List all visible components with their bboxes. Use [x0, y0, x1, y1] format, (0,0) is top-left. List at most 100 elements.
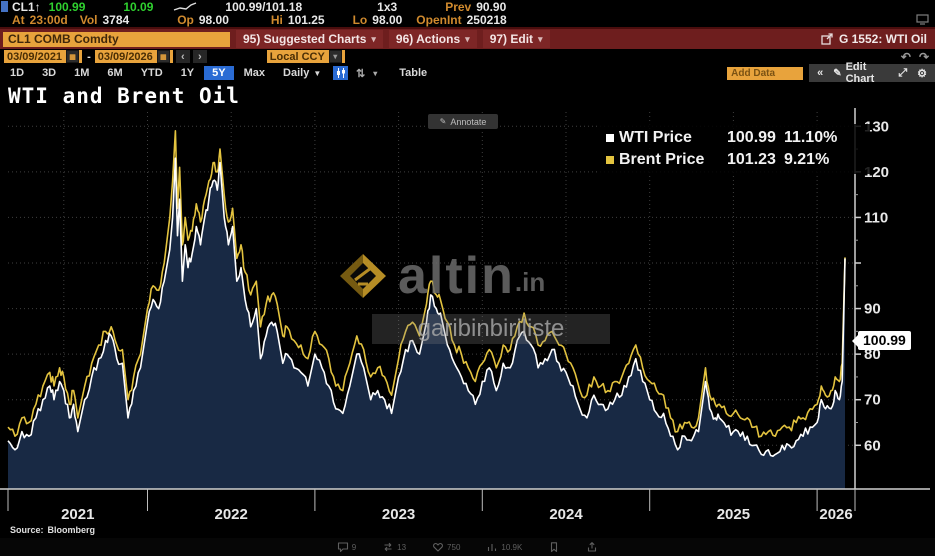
range-6m[interactable]: 6M — [107, 67, 123, 79]
range-1m[interactable]: 1M — [74, 67, 90, 79]
range-5y-active[interactable]: 5Y — [204, 66, 234, 80]
views-button[interactable]: 10.9K — [486, 541, 522, 553]
security-marker — [1, 1, 8, 12]
chevron-down-icon: ▾ — [328, 50, 342, 63]
currency-value: Local CCY — [269, 50, 325, 63]
chart-reference[interactable]: G 1552: WTI Oil — [821, 32, 927, 46]
actions-button[interactable]: 96) Actions ▾ — [388, 30, 477, 48]
share-button[interactable] — [586, 541, 598, 553]
prev-label: Prev — [445, 0, 472, 14]
reply-icon — [337, 542, 348, 553]
range-1d[interactable]: 1D — [10, 67, 25, 79]
pencil-icon: ✎ — [833, 67, 842, 79]
high-value: 101.25 — [287, 12, 325, 27]
frequency-select[interactable]: Daily ▼ — [283, 67, 321, 79]
up-arrow-icon: ↑ — [34, 0, 41, 14]
command-bar: CL1 COMB Comdty 95) Suggested Charts ▾ 9… — [0, 29, 935, 49]
gear-icon[interactable]: ⚙ — [917, 67, 927, 80]
svg-text:2022: 2022 — [215, 506, 248, 523]
ticker-symbol: CL1 — [12, 0, 35, 14]
ticker-input[interactable]: CL1 COMB Comdty — [3, 31, 230, 47]
views-icon — [488, 544, 497, 551]
edit-button[interactable]: 97) Edit ▾ — [482, 30, 550, 48]
calendar-icon[interactable]: ▦ — [156, 50, 170, 63]
date-from-value: 03/09/2021 — [7, 50, 63, 63]
period-back-button[interactable]: ‹ — [175, 50, 190, 63]
legend-row-wti: WTI Price 100.99 11.10% — [606, 127, 864, 149]
range-1y[interactable]: 1Y — [180, 67, 195, 79]
svg-text:110: 110 — [864, 209, 888, 226]
undo-icon[interactable]: ↶ — [900, 49, 911, 64]
source-value: Bloomberg — [47, 525, 96, 535]
date-from-field[interactable]: 03/09/2021 ▦ — [4, 50, 83, 63]
suggested-charts-label: 95) Suggested Charts — [243, 32, 367, 46]
frequency-value: Daily — [283, 67, 310, 79]
chart-legend: WTI Price 100.99 11.10% Brent Price 101.… — [600, 124, 870, 174]
like-count: 750 — [447, 542, 461, 552]
brent-value: 101.23 — [727, 151, 776, 168]
date-to-value: 03/09/2026 — [97, 50, 153, 63]
range-3d[interactable]: 3D — [42, 67, 57, 79]
wti-name: WTI Price — [619, 129, 692, 146]
repost-button[interactable]: 13 — [382, 541, 406, 553]
svg-text:2026: 2026 — [819, 506, 852, 523]
edit-chart-strip: « ✎ Edit Chart ⤢ ⚙ — [809, 61, 935, 85]
chart-title: WTI and Brent Oil — [8, 84, 240, 108]
chart-type-button[interactable] — [333, 66, 348, 80]
quote-bar: CL1 ↑ 100.99 10.09 100.99/101.18 1x3 Pre… — [0, 0, 935, 29]
share-icon — [588, 542, 597, 552]
compare-icon[interactable]: ⇅ — [356, 67, 366, 80]
edit-label: 97) Edit — [489, 32, 534, 46]
currency-select[interactable]: Local CCY ▾ — [266, 50, 345, 63]
sparkline-icon — [173, 1, 197, 12]
social-engagement-bar: 9 13 750 10.9K — [0, 538, 935, 556]
source-label: Source: — [10, 525, 44, 535]
annotate-label: Annotate — [450, 116, 487, 127]
open-external-icon — [821, 33, 833, 45]
range-max[interactable]: Max — [243, 67, 266, 79]
suggested-charts-button[interactable]: 95) Suggested Charts ▾ — [236, 30, 383, 48]
openint-value: 250218 — [466, 12, 507, 27]
chart-panel: WTI and Brent Oil 60 70 80 90 110 120 130 2021 2… — [0, 82, 935, 538]
wti-pct: 11.10% — [783, 129, 838, 146]
high-label: Hi — [270, 12, 283, 27]
bid-ask: 100.99/101.18 — [225, 0, 303, 14]
bookmark-button[interactable] — [548, 541, 560, 553]
pencil-icon: ✎ — [439, 117, 447, 126]
date-dash: - — [87, 50, 91, 63]
wti-value: 100.99 — [727, 129, 776, 146]
monitor-icon[interactable] — [916, 14, 929, 25]
low-label: Lo — [352, 12, 368, 27]
redo-icon[interactable]: ↷ — [918, 49, 929, 64]
last-price: 100.99 — [48, 0, 86, 14]
actions-label: 96) Actions — [395, 32, 461, 46]
candlestick-icon — [336, 68, 345, 78]
price-chart[interactable]: 60 70 80 90 110 120 130 2021 2022 2023 2024 2025 202… — [0, 82, 935, 538]
low-value: 98.00 — [372, 12, 403, 27]
collapse-icon[interactable]: « — [817, 67, 824, 79]
add-data-input[interactable]: Add Data — [727, 66, 804, 80]
price-change: 10.09 — [123, 0, 154, 14]
vol-label: Vol — [79, 12, 98, 27]
svg-text:2024: 2024 — [549, 506, 583, 523]
chevron-down-icon[interactable]: ▾ — [373, 68, 378, 78]
like-button[interactable]: 750 — [432, 541, 460, 553]
svg-text:120: 120 — [864, 164, 889, 181]
svg-text:90: 90 — [864, 301, 881, 318]
calendar-icon[interactable]: ▦ — [66, 50, 80, 63]
svg-text:80: 80 — [864, 346, 881, 363]
expand-icon[interactable]: ⤢ — [898, 66, 908, 79]
openint-label: OpenInt — [416, 12, 462, 27]
reply-button[interactable]: 9 — [337, 541, 356, 553]
views-count: 10.9K — [501, 542, 523, 552]
like-icon — [433, 543, 443, 552]
period-forward-button[interactable]: › — [192, 50, 207, 63]
brent-name: Brent Price — [619, 151, 705, 168]
chart-ref-label: G 1552: WTI Oil — [838, 32, 927, 46]
annotate-button[interactable]: ✎ Annotate — [428, 114, 498, 129]
range-ytd[interactable]: YTD — [140, 67, 163, 79]
svg-text:70: 70 — [864, 392, 881, 409]
table-button[interactable]: Table — [399, 67, 428, 79]
date-to-field[interactable]: 03/09/2026 ▦ — [94, 50, 173, 63]
